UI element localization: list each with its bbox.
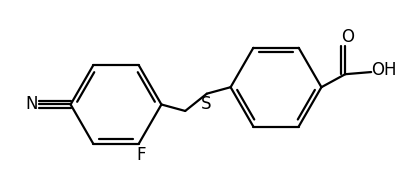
- Text: S: S: [201, 95, 211, 113]
- Text: O: O: [341, 28, 354, 46]
- Text: OH: OH: [371, 61, 397, 79]
- Text: F: F: [136, 146, 146, 164]
- Text: N: N: [26, 95, 38, 113]
